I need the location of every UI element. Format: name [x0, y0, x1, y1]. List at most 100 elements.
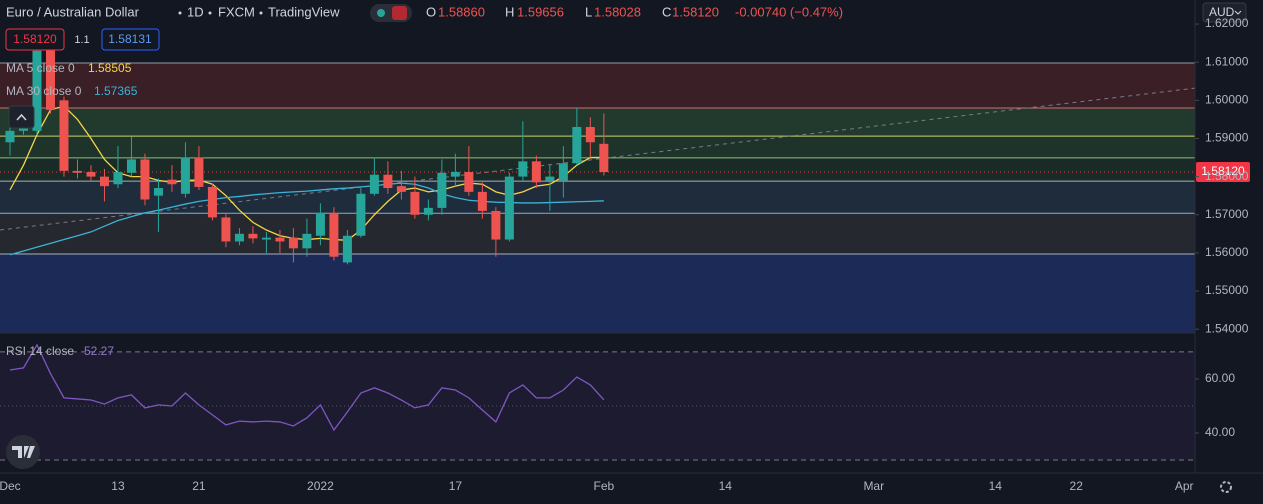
candle-body: [558, 163, 568, 181]
y-tick-label: 1.62000: [1205, 16, 1249, 30]
candle-body: [504, 176, 514, 240]
candle-body: [140, 159, 150, 200]
candle-body: [572, 127, 582, 164]
legend-value: 1.58505: [88, 61, 132, 75]
zone: [0, 213, 1195, 255]
candle-body: [518, 161, 528, 177]
legend-label: MA 30 close 0: [6, 84, 82, 98]
ohlc-key: H: [505, 4, 514, 19]
sell-button[interactable]: [5, 28, 65, 51]
x-tick-label: Dec: [0, 479, 21, 493]
candle-body: [126, 159, 136, 173]
separator-dot: [259, 11, 263, 15]
sell-price: 1.58120: [13, 32, 57, 46]
candle-body: [180, 157, 190, 194]
candle-body: [72, 170, 82, 173]
candle-body: [329, 212, 339, 257]
settings-icon[interactable]: [1220, 481, 1232, 493]
x-tick-label: 14: [989, 479, 1003, 493]
y-tick-label: 1.61000: [1205, 54, 1249, 68]
y-tick-label: 1.57000: [1205, 207, 1249, 221]
candle-body: [423, 207, 433, 215]
candle-body: [45, 37, 55, 110]
candle-body: [207, 186, 217, 218]
candle-body: [383, 174, 393, 189]
chevron-icon: [16, 113, 27, 121]
ohlc-value: 1.59656: [517, 4, 564, 19]
x-tick-label: Feb: [593, 479, 614, 493]
plot-area: [0, 29, 1196, 461]
logo-mark: [12, 446, 35, 458]
logo[interactable]: [6, 435, 40, 469]
y-tick-label: 40.00: [1205, 425, 1235, 439]
x-tick-label: 14: [719, 479, 733, 493]
currency: AUD: [1209, 5, 1235, 19]
candle-body: [599, 143, 609, 173]
candle-body: [99, 176, 109, 187]
candle-body: [113, 172, 123, 185]
trend-line: [0, 87, 1196, 231]
x-tick-label: 17: [449, 479, 463, 493]
candle-body: [194, 157, 204, 187]
x-tick-label: 21: [192, 479, 206, 493]
candle-body: [234, 233, 244, 242]
ohlc-key: L: [585, 4, 592, 19]
candle-body: [248, 233, 258, 239]
candle-body: [288, 237, 298, 249]
separator-dot: [208, 11, 212, 15]
zone: [0, 181, 1195, 214]
candle-body: [275, 237, 285, 242]
collapse-button[interactable]: [8, 105, 35, 129]
x-tick-label: 13: [111, 479, 125, 493]
zone: [0, 62, 1195, 108]
x-tick-label: 22: [1070, 479, 1084, 493]
source: TradingView: [268, 4, 340, 19]
y-tick-label: 60.00: [1205, 371, 1235, 385]
last-price-tag: [1196, 162, 1250, 183]
symbol: Euro / Australian Dollar: [6, 4, 140, 19]
candle-body: [369, 174, 379, 194]
change: -0.00740 (−0.47%): [735, 4, 843, 19]
candle-body: [5, 130, 15, 143]
legend-label: MA 5 close 0: [6, 61, 75, 75]
candle-body: [491, 210, 501, 240]
y-tick-label: 1.59000: [1205, 131, 1249, 145]
candle-body: [545, 176, 555, 181]
y-tick-label: 1.58000: [1205, 169, 1249, 183]
candle-body: [86, 172, 96, 177]
ohlc-key: C: [662, 4, 671, 19]
buy-price: 1.58131: [108, 32, 152, 46]
buy-button[interactable]: [101, 28, 160, 51]
status-icon: [392, 6, 407, 20]
y-tick-label: 1.55000: [1205, 283, 1249, 297]
dropdown-icon: [1234, 10, 1242, 15]
y-tick-label: 1.60000: [1205, 92, 1249, 106]
candle-body: [32, 50, 42, 131]
candle-body: [450, 172, 460, 177]
rsi-band: [0, 351, 1195, 461]
legend-label: RSI 14 close: [6, 344, 74, 358]
spread: 1.1: [74, 34, 89, 46]
interval[interactable]: 1D: [187, 4, 204, 19]
candle-body: [437, 172, 447, 208]
separator-dot: [178, 11, 182, 15]
ohlc-value: 1.58120: [672, 4, 719, 19]
zone: [0, 254, 1195, 333]
y-tick-label: 1.56000: [1205, 245, 1249, 259]
candle-body: [221, 217, 231, 242]
currency-button[interactable]: [1202, 2, 1247, 23]
ohlc-value: 1.58860: [438, 4, 485, 19]
overlay: Euro / Australian Dollar 1D FXCM Trading…: [0, 0, 1263, 493]
candle-body: [342, 235, 352, 263]
last-price-label: 1.58120: [1201, 164, 1245, 178]
rsi-line: [9, 343, 605, 432]
candle-body: [356, 193, 366, 236]
ohlc-value: 1.58028: [594, 4, 641, 19]
y-tick-label: 1.54000: [1205, 321, 1249, 335]
candle-body: [396, 186, 406, 192]
candle-body: [302, 233, 312, 249]
candle-body: [167, 179, 177, 185]
x-tick-label: 2022: [307, 479, 334, 493]
status-dot: [377, 9, 385, 17]
